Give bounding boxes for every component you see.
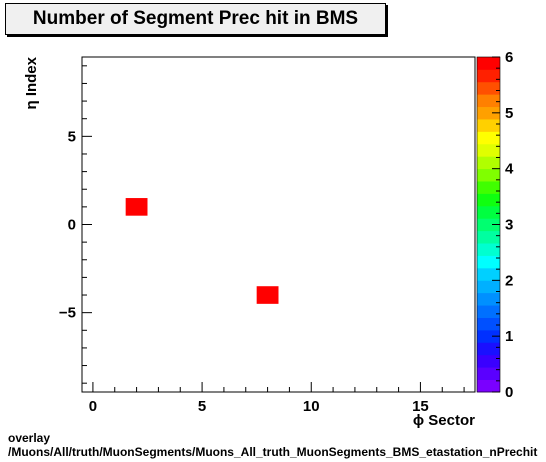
palette-band-19 (477, 143, 500, 157)
palette-band-10 (477, 255, 500, 269)
palette-band-24 (477, 81, 500, 95)
palette-band-5 (477, 317, 500, 331)
palette-band-14 (477, 205, 500, 219)
z-tick-label-6: 6 (505, 49, 513, 66)
footer-overlay: overlay (8, 431, 51, 445)
palette-band-17 (477, 168, 500, 182)
x-tick-label-0: 0 (89, 398, 97, 415)
palette-band-8 (477, 280, 500, 294)
palette-band-16 (477, 181, 500, 194)
palette-band-15 (477, 193, 500, 207)
palette-band-20 (477, 131, 500, 145)
palette-band-9 (477, 267, 500, 281)
y-tick-label-2: 5 (68, 128, 76, 145)
z-tick-label-3: 3 (505, 217, 513, 234)
palette-band-11 (477, 243, 500, 256)
heatmap-cell-1 (256, 286, 279, 304)
footer-path: /Muons/All/truth/MuonSegments/Muons_All_… (8, 445, 538, 459)
x-tick-label-1: 5 (198, 398, 206, 415)
palette-band-22 (477, 106, 500, 120)
z-tick-label-0: 0 (505, 384, 513, 401)
chart-title: Number of Segment Prec hit in BMS (32, 8, 359, 29)
palette-band-1 (477, 367, 500, 380)
x-tick-label-3: 15 (412, 398, 429, 415)
x-tick-label-2: 10 (303, 398, 320, 415)
chart-title-box: Number of Segment Prec hit in BMS (5, 3, 386, 35)
z-tick-label-2: 2 (505, 272, 513, 289)
palette-band-26 (477, 57, 500, 70)
x-axis-label: ϕ Sector (413, 412, 475, 429)
palette-band-12 (477, 230, 500, 244)
z-tick-label-4: 4 (505, 161, 514, 178)
palette-band-4 (477, 329, 500, 343)
plot-frame (81, 56, 476, 393)
palette-band-25 (477, 69, 500, 83)
palette-band-2 (477, 354, 500, 368)
y-tick-label-1: 0 (68, 217, 76, 234)
z-tick-label-1: 1 (505, 328, 513, 345)
y-axis-label: η Index (23, 56, 40, 109)
palette-band-23 (477, 94, 500, 108)
heatmap-cell-0 (125, 198, 148, 216)
palette-band-21 (477, 119, 500, 132)
palette-band-18 (477, 156, 500, 170)
palette-band-13 (477, 218, 500, 232)
palette-band-0 (477, 379, 500, 393)
palette-band-6 (477, 305, 500, 318)
palette-band-7 (477, 292, 500, 306)
y-tick-label-0: −5 (59, 305, 76, 322)
z-tick-label-5: 5 (505, 105, 513, 122)
palette-band-3 (477, 342, 500, 356)
